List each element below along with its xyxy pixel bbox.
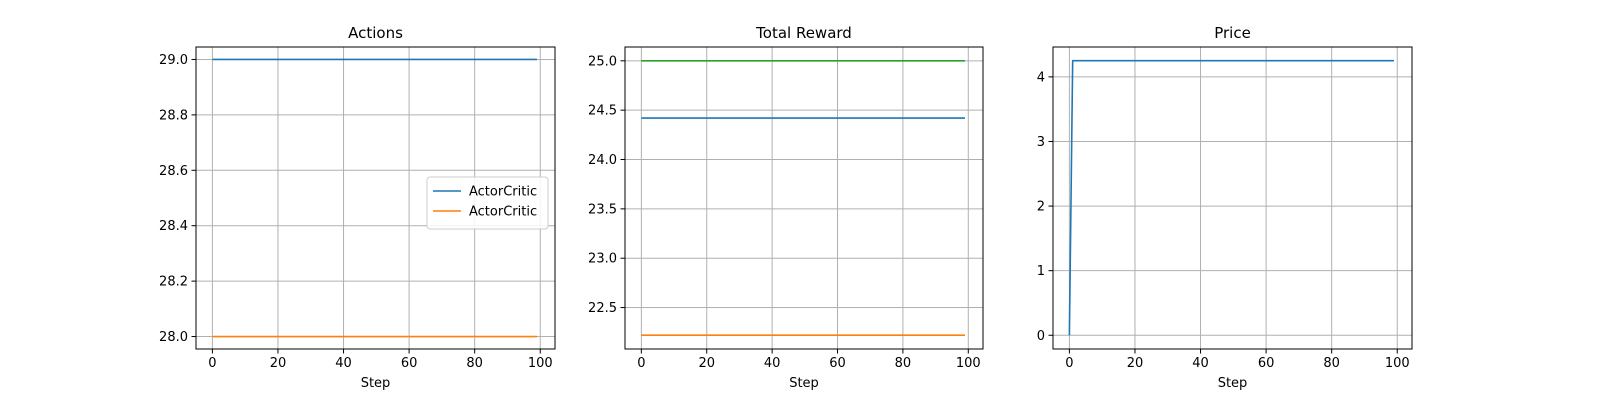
y-tick-label: 0 [1037, 329, 1045, 344]
legend-label: ActorCritic [469, 185, 537, 200]
y-tick-label: 28.4 [159, 219, 188, 234]
x-tick-label: 20 [1127, 356, 1144, 371]
x-axis-label: Step [361, 376, 391, 391]
x-tick-label: 100 [956, 356, 981, 371]
y-tick-label: 24.0 [588, 153, 617, 168]
x-tick-label: 40 [335, 356, 352, 371]
axes-frame [195, 46, 556, 350]
x-axis-label: Step [1218, 376, 1248, 391]
x-tick-label: 60 [401, 356, 418, 371]
subplot-title: Price [1214, 24, 1251, 42]
y-tick-label: 28.6 [159, 164, 188, 179]
x-tick-label: 40 [1192, 356, 1209, 371]
x-tick-label: 0 [637, 356, 645, 371]
axes-frame [1052, 46, 1413, 350]
x-tick-label: 60 [829, 356, 846, 371]
x-tick-label: 100 [528, 356, 553, 371]
y-tick-label: 28.8 [159, 108, 188, 123]
subplot-2: 0 20 40 60 80 100 22.5 23.0 23.5 24.0 24.5 25.0 Tota… [588, 24, 984, 391]
y-tick-label: 28.2 [159, 275, 188, 290]
y-tick-label: 2 [1037, 200, 1045, 215]
series-line-1 [1068, 59, 1394, 336]
y-tick-label: 22.5 [588, 301, 617, 316]
subplot-title: Total Reward [755, 24, 852, 42]
y-tick-label: 25.0 [588, 54, 617, 69]
y-tick-label: 1 [1037, 264, 1045, 279]
legend-box [426, 176, 549, 230]
legend-label: ActorCritic [469, 205, 537, 220]
x-tick-label: 80 [1323, 356, 1340, 371]
y-tick-label: 28.0 [159, 330, 188, 345]
y-tick-label: 29.0 [159, 53, 188, 68]
legend: ActorCritic ActorCritic [426, 176, 549, 230]
y-tick-label: 4 [1037, 70, 1045, 85]
y-tick-label: 23.5 [588, 202, 617, 217]
subplot-title: Actions [348, 24, 403, 42]
y-tick-label: 24.5 [588, 104, 617, 119]
x-tick-label: 80 [895, 356, 912, 371]
x-tick-label: 0 [1065, 356, 1073, 371]
x-tick-label: 40 [764, 356, 781, 371]
x-tick-label: 80 [466, 356, 483, 371]
x-tick-label: 60 [1258, 356, 1275, 371]
subplot-3: 0 20 40 60 80 100 0 1 2 3 4 Price Step [1037, 24, 1413, 391]
axes-frame [624, 46, 984, 350]
subplot-1: 0 20 40 60 80 100 28.0 28.2 28.4 28.6 28.8 29.0 Acti… [159, 24, 556, 391]
x-tick-label: 20 [698, 356, 715, 371]
y-tick-label: 3 [1037, 135, 1045, 150]
x-tick-label: 20 [270, 356, 287, 371]
x-axis-label: Step [789, 376, 819, 391]
y-tick-label: 23.0 [588, 252, 617, 267]
x-tick-label: 0 [208, 356, 216, 371]
x-tick-label: 100 [1385, 356, 1410, 371]
